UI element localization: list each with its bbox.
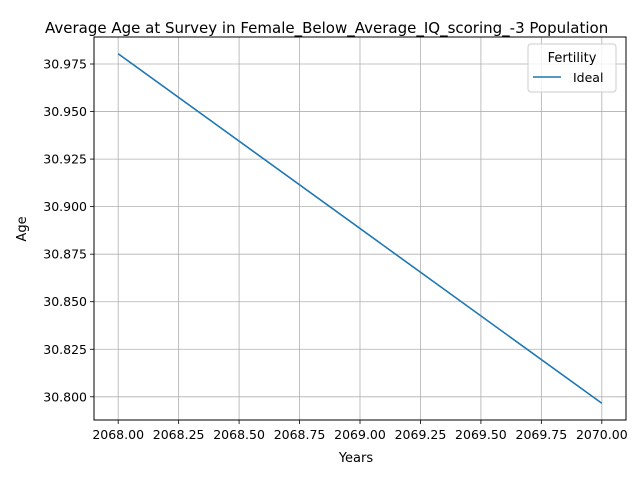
y-tick-label: 30.950	[43, 104, 87, 119]
chart-title: Average Age at Survey in Female_Below_Av…	[45, 19, 608, 38]
series-layer	[117, 53, 603, 404]
x-tick-label: 2068.00	[92, 427, 144, 442]
x-axis-label: Years	[338, 451, 374, 466]
x-tick-label: 2068.50	[213, 427, 265, 442]
x-axis-ticks: 2068.00 2068.25 2068.50 2068.75 2069.00 2069.…	[92, 420, 628, 442]
y-tick-label: 30.925	[43, 152, 87, 167]
legend: Fertility Ideal	[527, 43, 617, 93]
x-tick-label: 2068.25	[153, 427, 205, 442]
y-axis-ticks: 30.800 30.825 30.850 30.875 30.900 30.925 30.9…	[43, 57, 94, 404]
x-tick-label: 2069.75	[516, 427, 568, 442]
x-tick-label: 2069.25	[395, 427, 447, 442]
y-tick-label: 30.800	[43, 389, 87, 404]
legend-title: Fertility	[548, 51, 597, 66]
x-tick-label: 2068.75	[274, 427, 326, 442]
y-axis-label: Age	[15, 216, 30, 241]
x-tick-label: 2070.00	[576, 427, 628, 442]
y-tick-label: 30.850	[43, 294, 87, 309]
y-tick-label: 30.825	[43, 342, 87, 357]
legend-label-ideal: Ideal	[573, 70, 603, 85]
y-tick-label: 30.875	[43, 247, 87, 262]
y-tick-label: 30.900	[43, 199, 87, 214]
grid	[94, 37, 626, 420]
x-tick-label: 2069.50	[455, 427, 507, 442]
series-line-ideal	[117, 53, 603, 404]
legend-box	[527, 43, 617, 93]
x-tick-label: 2069.00	[334, 427, 386, 442]
y-tick-label: 30.975	[43, 57, 87, 72]
